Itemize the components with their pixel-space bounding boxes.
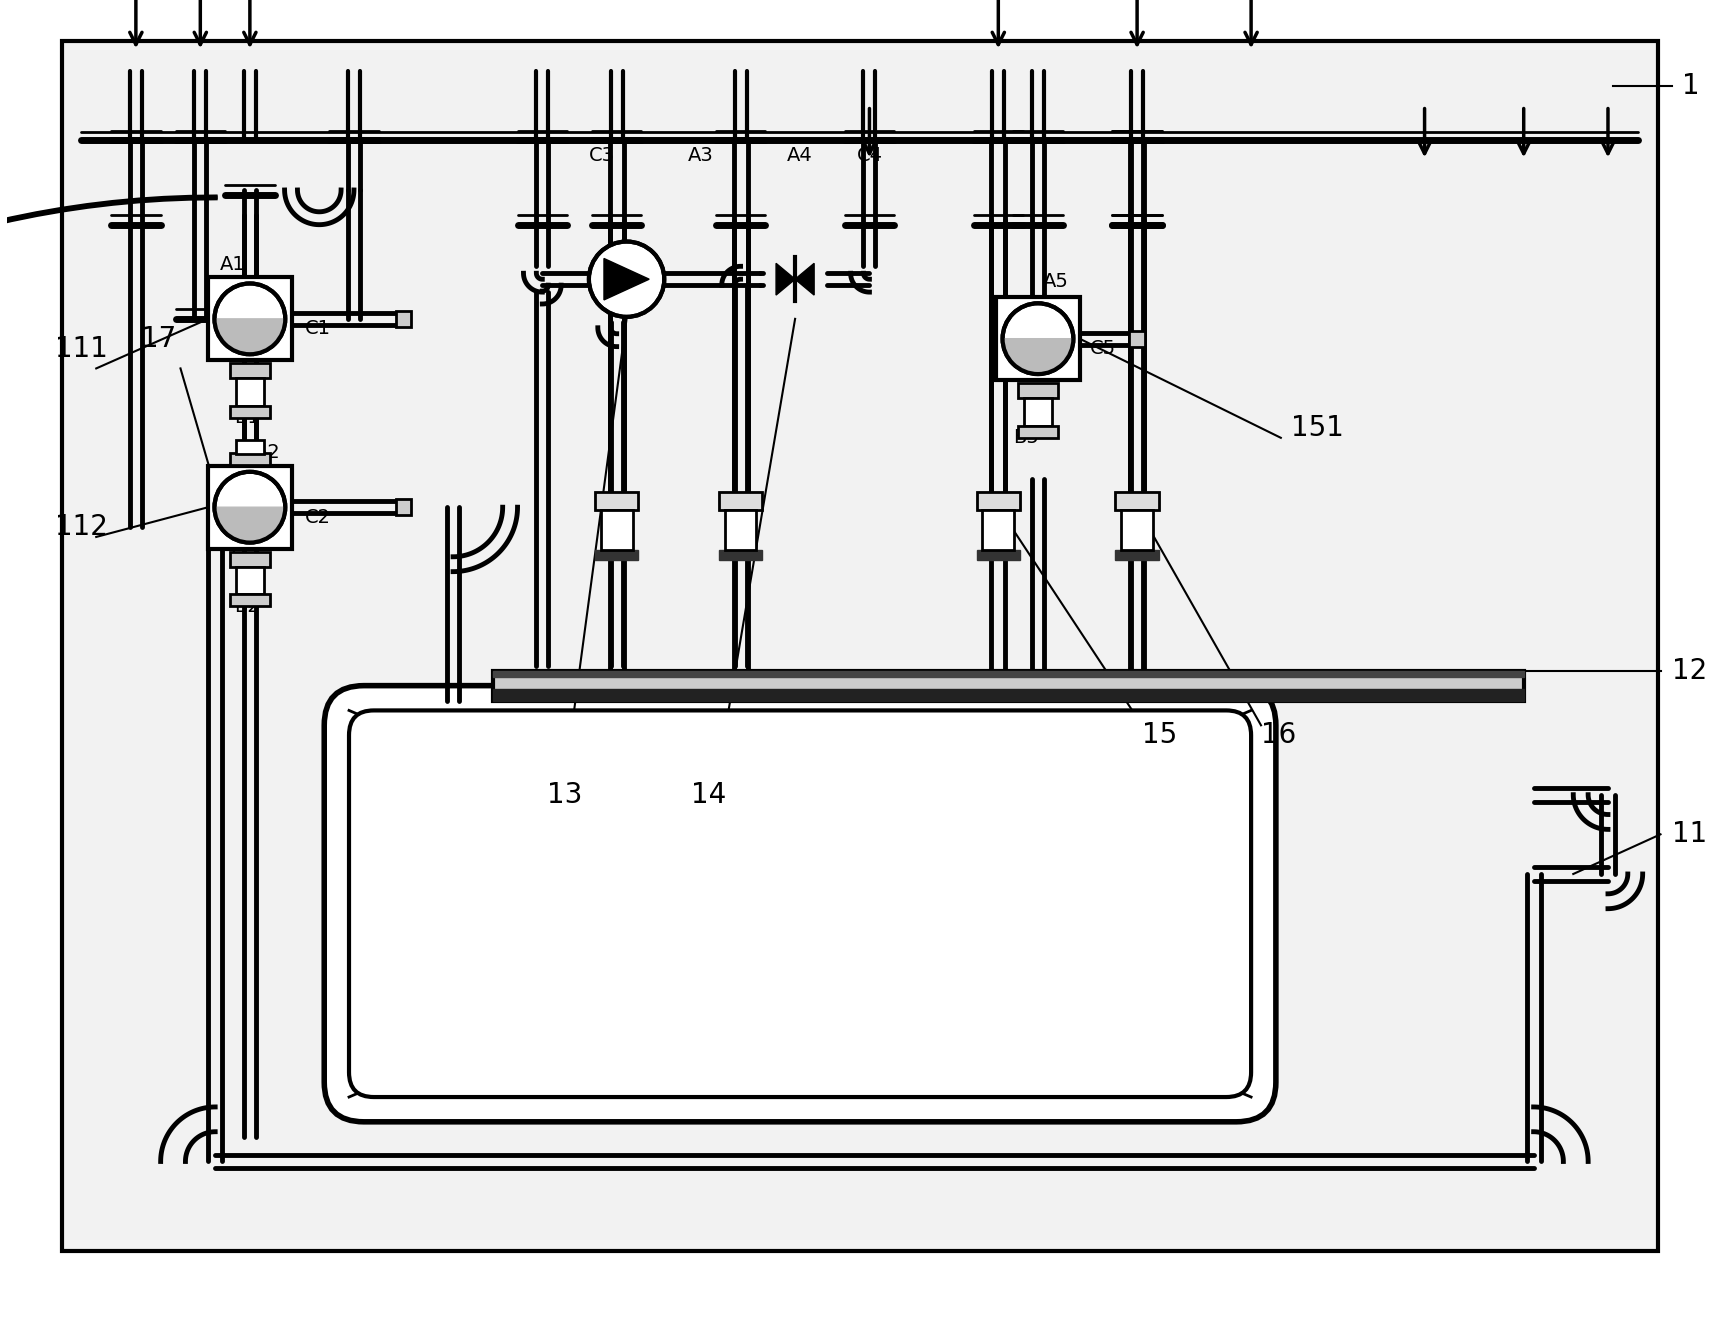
Text: A1: A1 <box>220 255 246 274</box>
Text: B1: B1 <box>234 408 260 428</box>
Bar <box>976 492 1019 510</box>
Text: B5: B5 <box>1012 428 1038 448</box>
Text: 151: 151 <box>1291 413 1344 443</box>
Bar <box>997 298 1080 380</box>
Text: C4: C4 <box>856 146 882 165</box>
Bar <box>1121 510 1153 550</box>
Text: 14: 14 <box>691 780 725 808</box>
Bar <box>1116 492 1159 510</box>
Wedge shape <box>215 319 285 355</box>
Bar <box>719 550 763 560</box>
Bar <box>719 492 763 510</box>
Text: B4: B4 <box>722 671 748 690</box>
Bar <box>493 688 1523 700</box>
FancyBboxPatch shape <box>325 686 1275 1122</box>
Bar <box>595 492 638 510</box>
Text: 112: 112 <box>55 513 108 541</box>
Bar <box>395 500 411 516</box>
Bar <box>595 492 638 510</box>
Bar <box>595 550 638 560</box>
Text: B3: B3 <box>596 671 622 690</box>
Bar <box>1025 399 1052 425</box>
Bar <box>236 566 263 594</box>
Bar <box>983 510 1014 550</box>
Text: 13: 13 <box>547 780 583 808</box>
Bar <box>230 552 270 566</box>
Polygon shape <box>603 258 650 300</box>
Bar <box>230 453 270 465</box>
Bar <box>1116 492 1159 510</box>
Polygon shape <box>796 263 815 295</box>
Text: C3: C3 <box>590 146 615 165</box>
Bar <box>976 492 1019 510</box>
Bar <box>493 671 1523 676</box>
Bar <box>976 550 1019 560</box>
Circle shape <box>590 242 664 316</box>
Polygon shape <box>775 263 796 295</box>
Text: 15: 15 <box>1141 722 1178 750</box>
Bar <box>493 671 1523 700</box>
Wedge shape <box>215 508 285 542</box>
Bar <box>236 440 263 453</box>
Bar <box>208 278 292 360</box>
Bar <box>395 311 411 327</box>
Text: 111: 111 <box>55 335 108 363</box>
Bar <box>1018 383 1057 399</box>
Bar <box>725 510 756 550</box>
Bar <box>1018 425 1057 437</box>
Text: 11: 11 <box>1673 820 1707 848</box>
Wedge shape <box>1002 339 1073 373</box>
Text: 12: 12 <box>1673 657 1707 684</box>
Bar <box>236 379 263 407</box>
Text: 17: 17 <box>141 324 175 352</box>
Text: 16: 16 <box>1262 722 1296 750</box>
Text: B2: B2 <box>234 597 260 615</box>
Bar <box>719 492 763 510</box>
Bar <box>208 465 292 549</box>
Bar <box>230 363 270 379</box>
Text: A2: A2 <box>254 443 280 462</box>
Text: A5: A5 <box>1043 271 1069 291</box>
Bar <box>602 510 633 550</box>
Bar <box>1116 550 1159 560</box>
Text: C2: C2 <box>304 508 330 526</box>
Text: A4: A4 <box>787 146 813 165</box>
FancyBboxPatch shape <box>349 711 1251 1096</box>
Text: 1: 1 <box>1683 72 1700 100</box>
Text: A3: A3 <box>688 146 713 165</box>
Bar <box>1129 331 1145 347</box>
Text: C1: C1 <box>304 319 330 339</box>
Bar <box>230 594 270 606</box>
Text: C5: C5 <box>1090 339 1116 358</box>
Bar <box>230 407 270 419</box>
